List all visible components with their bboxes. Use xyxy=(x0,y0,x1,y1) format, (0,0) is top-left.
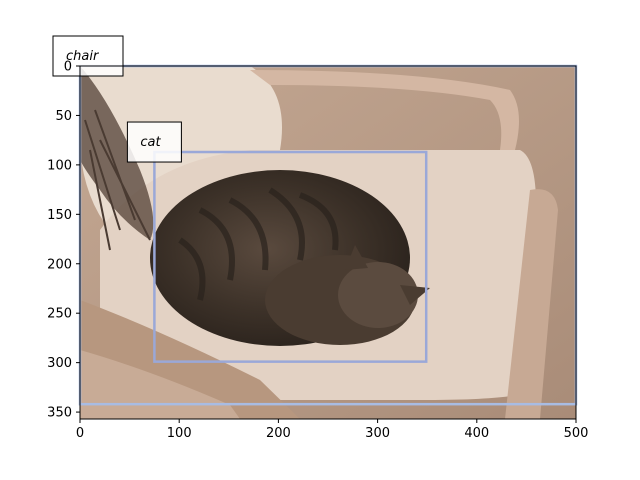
y-tick-label: 50 xyxy=(55,109,72,124)
y-tick-label: 200 xyxy=(47,257,72,272)
y-tick-label: 0 xyxy=(64,60,72,75)
x-tick-label: 100 xyxy=(167,426,192,441)
y-tick-label: 350 xyxy=(47,406,72,421)
y-tick-label: 150 xyxy=(47,208,72,223)
x-tick-label: 300 xyxy=(365,426,390,441)
cat-label: cat xyxy=(140,135,161,150)
x-tick-label: 400 xyxy=(464,426,489,441)
x-tick-label: 500 xyxy=(564,426,589,441)
y-tick-label: 250 xyxy=(47,307,72,322)
y-tick-label: 300 xyxy=(47,356,72,371)
y-tick-label: 100 xyxy=(47,158,72,173)
x-tick-label: 0 xyxy=(76,426,84,441)
x-tick-label: 200 xyxy=(266,426,291,441)
